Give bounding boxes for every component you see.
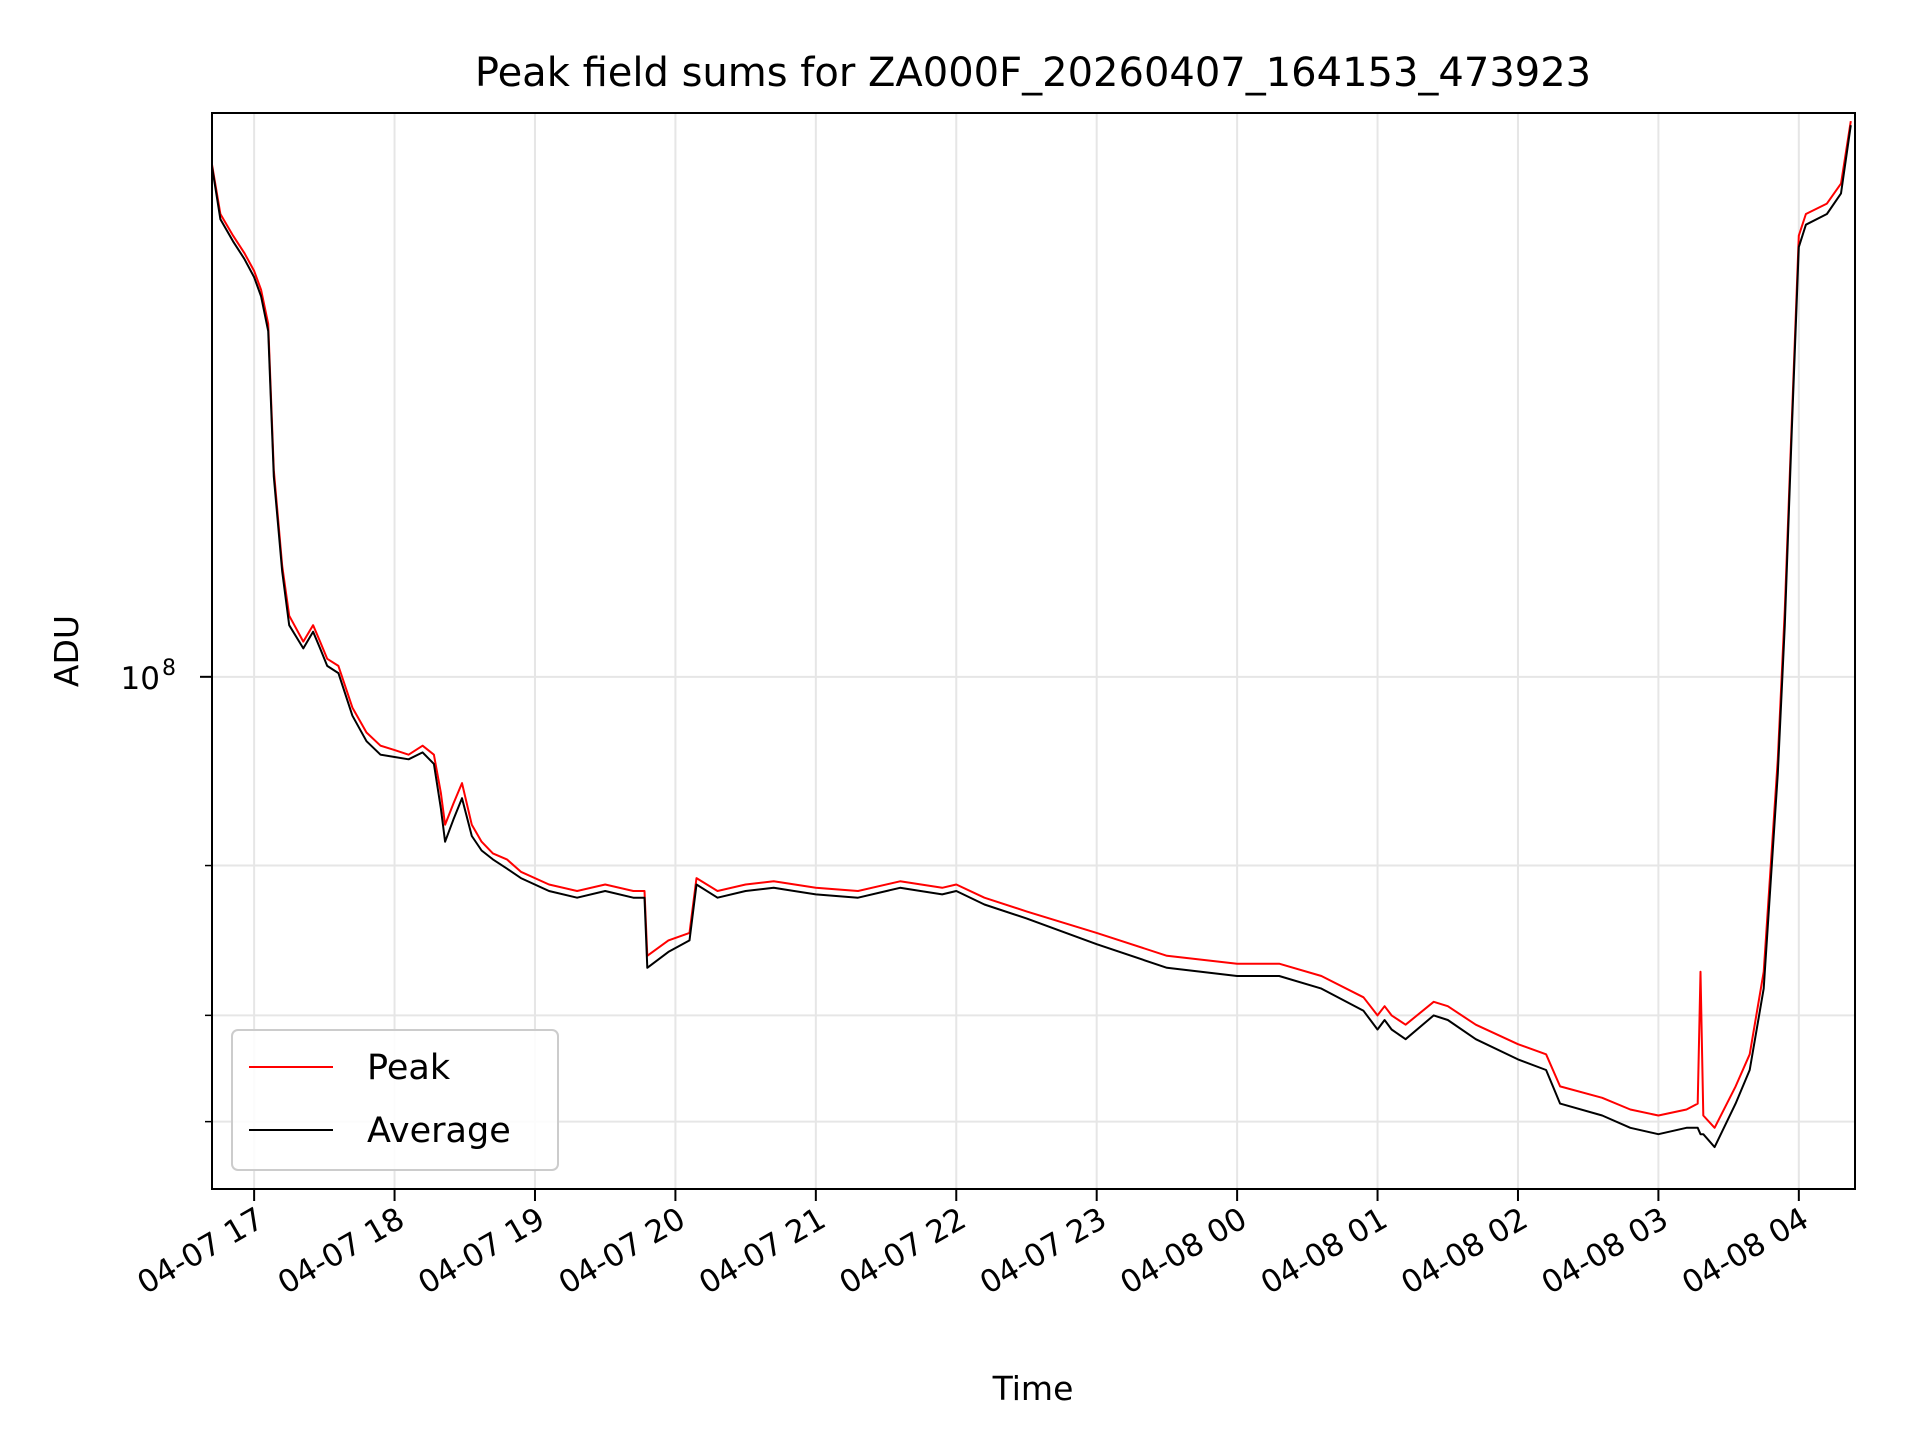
x-tick-label-0: 04-07 17 (131, 1201, 270, 1302)
y-axis-label: ADU (47, 615, 86, 687)
series-line-average (211, 125, 1852, 1149)
series-average (211, 125, 1852, 1149)
plot-area-frame (211, 112, 1856, 1190)
grid-lines (212, 113, 1855, 1189)
series-peak (211, 120, 1852, 1129)
x-tick-label-7: 04-08 00 (1114, 1201, 1253, 1302)
legend-box (231, 1029, 559, 1171)
x-tick-label-9: 04-08 02 (1395, 1201, 1534, 1302)
x-axis-ticks: 04-07 17 04-07 18 04-07 19 04-07 20 04-07 21… (131, 1189, 1815, 1302)
legend-label-average: Average (367, 1111, 511, 1151)
x-tick-label-6: 04-07 23 (974, 1201, 1113, 1302)
chart-title: Peak field sums for ZA000F_20260407_1641… (475, 50, 1591, 96)
x-tick-label-4: 04-07 21 (693, 1201, 832, 1302)
x-tick-label-8: 04-08 01 (1255, 1201, 1394, 1302)
legend-label-peak: Peak (367, 1048, 451, 1088)
y-tick-label-0: 10 (121, 661, 160, 697)
y-axis-ticks: 10 8 (121, 656, 212, 1123)
x-tick-label-11: 04-08 04 (1676, 1201, 1815, 1302)
x-axis-label: Time (992, 1369, 1074, 1408)
legend: Peak Average (231, 1029, 559, 1171)
series-layer (211, 120, 1852, 1149)
series-line-peak (211, 120, 1852, 1129)
x-tick-label-5: 04-07 22 (834, 1201, 973, 1302)
x-tick-label-2: 04-07 19 (412, 1201, 551, 1302)
x-tick-label-3: 04-07 20 (553, 1201, 692, 1302)
x-tick-label-10: 04-08 03 (1536, 1201, 1675, 1302)
y-tick-label-exponent-0: 8 (162, 656, 176, 681)
x-tick-label-1: 04-07 18 (272, 1201, 411, 1302)
y-tick-label-base-0: 10 (121, 661, 160, 697)
